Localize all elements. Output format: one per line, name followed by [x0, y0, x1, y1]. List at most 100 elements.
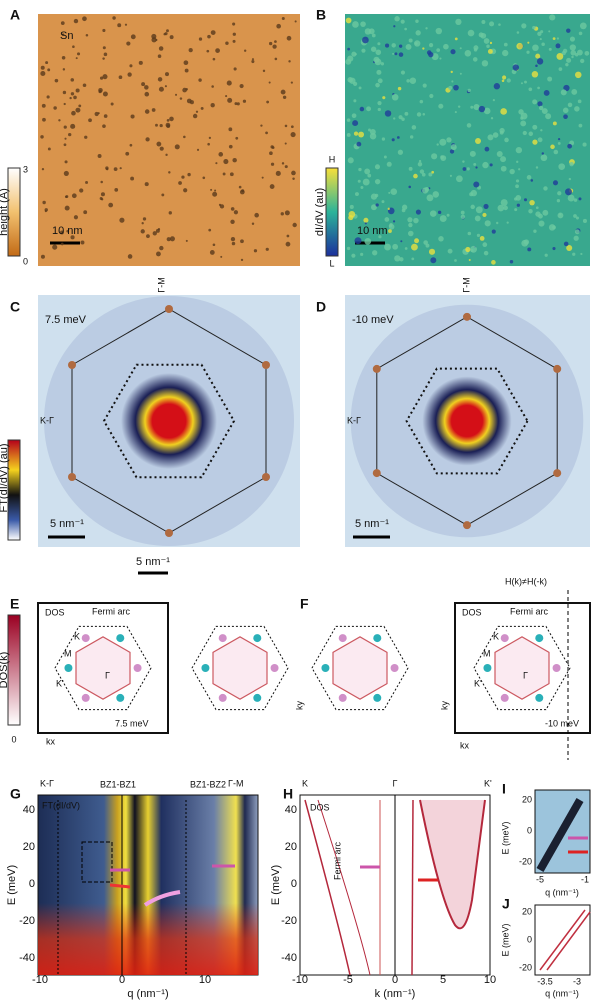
bragg-peak — [463, 312, 471, 321]
dos-speckle — [532, 44, 539, 52]
dos-speckle — [523, 239, 530, 245]
dos-speckle — [428, 42, 434, 48]
dos-speckle — [419, 169, 425, 174]
dos-speckle — [368, 28, 375, 35]
adatom — [45, 61, 49, 65]
dos-speckle — [387, 207, 390, 210]
dos-speckle — [430, 257, 437, 264]
dos-speckle — [503, 205, 508, 211]
adatom — [198, 37, 203, 41]
adatom — [140, 229, 145, 234]
dos-speckle — [562, 107, 569, 114]
adatom — [88, 118, 92, 123]
x-tick-label: 10 — [484, 974, 496, 986]
dos-speckle — [448, 85, 453, 90]
dos-speckle — [562, 48, 568, 54]
dos-speckle — [573, 198, 578, 202]
dos-speckle — [537, 137, 543, 143]
label: E (meV) — [6, 865, 18, 905]
dos-speckle — [368, 128, 371, 132]
adatom — [280, 212, 284, 216]
adatom — [113, 167, 118, 172]
y-tick-label: -20 — [281, 915, 297, 927]
adatom — [166, 124, 171, 128]
panel-label: A — [10, 7, 20, 23]
scale-label: 5 nm⁻¹ — [50, 518, 84, 530]
adatom — [157, 228, 161, 231]
adatom — [195, 110, 199, 113]
adatom — [230, 207, 235, 211]
dos-speckle — [396, 136, 400, 139]
dos-speckle — [556, 37, 560, 40]
adatom — [207, 142, 210, 146]
y-tick-label: 0 — [527, 825, 532, 835]
dos-speckle — [483, 250, 489, 256]
label: BZ1-BZ1 — [100, 779, 136, 789]
adatom — [196, 148, 200, 151]
dos-speckle — [478, 32, 484, 38]
dos-speckle — [543, 186, 548, 191]
dos-speckle — [382, 96, 386, 100]
dos-speckle — [428, 172, 433, 177]
adatom — [281, 16, 285, 20]
dos-speckle — [469, 150, 476, 157]
adatom — [83, 210, 88, 215]
adatom — [166, 29, 169, 33]
adatom — [98, 89, 102, 94]
dos-speckle — [537, 86, 540, 90]
band — [419, 799, 486, 930]
dos-speckle — [450, 144, 457, 151]
label: K — [302, 778, 308, 788]
dos-speckle — [358, 86, 362, 90]
dos-speckle — [381, 200, 385, 204]
dos-speckle — [496, 221, 499, 225]
dos-speckle — [391, 138, 395, 142]
label: Γ — [523, 670, 528, 680]
dos-speckle — [347, 157, 354, 164]
dos-speckle — [347, 47, 351, 51]
dos-speckle — [438, 236, 444, 242]
adatom — [40, 135, 44, 139]
adatom — [105, 167, 109, 171]
label: 0 — [11, 734, 16, 744]
label: L — [329, 258, 334, 268]
dos-speckle — [489, 21, 495, 27]
dos-speckle — [577, 99, 582, 104]
valley — [338, 634, 347, 643]
dos-speckle — [473, 162, 477, 166]
dos-speckle — [439, 138, 447, 146]
scale-label: 10 nm — [357, 225, 388, 237]
label: q (nm⁻¹) — [545, 988, 579, 998]
adatom — [225, 95, 228, 98]
dos-speckle — [516, 160, 519, 164]
dos-speckle — [419, 99, 424, 104]
dos-speckle — [502, 75, 507, 80]
colorbar — [7, 614, 21, 726]
y-tick-label: 0 — [29, 878, 35, 890]
dos-speckle — [470, 105, 474, 109]
adatom — [80, 240, 85, 245]
adatom — [127, 72, 132, 77]
dos-speckle — [367, 173, 372, 178]
valley — [535, 693, 544, 702]
x-tick-label: 10 — [199, 974, 211, 986]
inner-zone — [405, 367, 529, 475]
adatom — [141, 222, 144, 225]
band — [539, 909, 591, 971]
adatom — [156, 251, 161, 257]
valley — [535, 634, 544, 643]
dos-speckle — [550, 144, 555, 150]
dos-speckle — [359, 106, 365, 112]
adatom — [71, 193, 77, 199]
adatom — [71, 110, 76, 116]
dos-speckle — [408, 166, 413, 171]
adatom — [200, 106, 204, 110]
dos-speckle — [388, 191, 391, 194]
adatom — [269, 184, 275, 189]
dos-speckle — [518, 168, 521, 171]
adatom — [208, 136, 212, 140]
dos-speckle — [563, 241, 569, 247]
dos-speckle — [469, 192, 474, 197]
adatom — [156, 141, 162, 147]
adatom — [44, 210, 47, 213]
